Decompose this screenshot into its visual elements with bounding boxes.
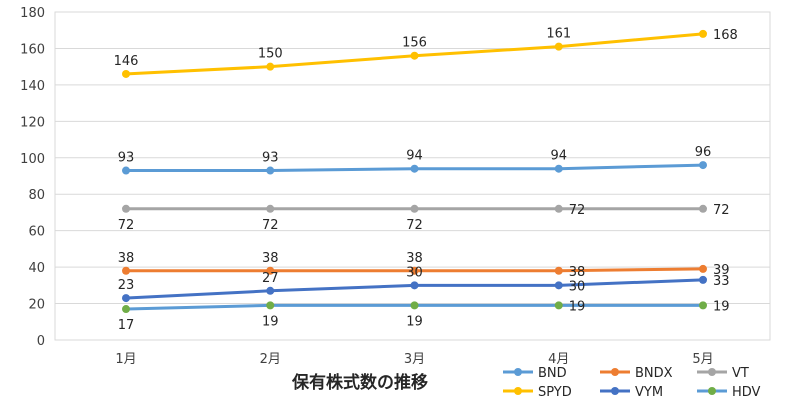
legend-label-vt: VT — [732, 366, 749, 381]
data-label-vym: 23 — [118, 278, 135, 293]
y-tick-label: 80 — [28, 188, 45, 203]
data-point-hdv — [122, 305, 130, 314]
data-point-vym — [410, 281, 419, 290]
data-point-vym — [554, 281, 563, 290]
data-point-bndx — [699, 264, 707, 273]
data-label-hdv: 19 — [262, 314, 279, 329]
data-point-bndx — [122, 266, 130, 275]
y-tick-label: 180 — [20, 6, 45, 21]
data-label-vt: 72 — [262, 218, 279, 233]
data-label-bnd: 93 — [118, 151, 135, 166]
data-point-vt — [266, 204, 275, 213]
data-point-bndx — [410, 266, 419, 275]
data-point-hdv — [410, 301, 419, 310]
legend-marker-hdv — [708, 387, 716, 395]
data-point-bnd — [554, 164, 563, 173]
legend-label-bnd: BND — [538, 366, 567, 381]
data-label-vym: 30 — [569, 279, 586, 294]
data-point-bnd — [699, 161, 707, 170]
data-point-vym — [266, 286, 275, 295]
y-axis-ticks: 0 20 40 60 80 100 120 140 160 180 — [20, 6, 45, 349]
legend-marker-vym — [611, 387, 619, 395]
data-point-vym — [122, 294, 130, 303]
data-label-vt: 72 — [569, 203, 586, 218]
data-label-bnd: 94 — [550, 149, 567, 164]
y-tick-label: 140 — [20, 79, 45, 94]
data-label-bndx: 39 — [713, 263, 730, 278]
data-label-vt: 72 — [406, 218, 423, 233]
data-label-bndx: 38 — [262, 251, 279, 266]
data-label-hdv: 19 — [713, 299, 730, 314]
data-point-spyd — [554, 42, 563, 51]
series-lines — [122, 29, 707, 314]
y-tick-label: 20 — [28, 298, 45, 313]
data-point-hdv — [554, 301, 563, 310]
y-tick-label: 160 — [20, 42, 45, 57]
x-tick-label: 5月 — [692, 352, 713, 367]
data-point-vt — [554, 204, 563, 213]
data-label-vt: 72 — [118, 218, 135, 233]
x-tick-label: 4月 — [548, 352, 569, 367]
data-label-bnd: 96 — [695, 145, 712, 160]
data-point-spyd — [122, 69, 130, 78]
data-label-bnd: 94 — [406, 149, 423, 164]
y-tick-label: 40 — [28, 261, 45, 276]
data-label-bndx: 38 — [406, 251, 423, 266]
legend-marker-bndx — [611, 368, 619, 376]
y-tick-label: 60 — [28, 225, 45, 240]
data-label-bndx: 38 — [118, 251, 135, 266]
data-point-spyd — [699, 29, 707, 38]
legend-label-hdv: HDV — [732, 385, 761, 400]
x-tick-label: 2月 — [260, 352, 281, 367]
data-point-bnd — [122, 166, 130, 175]
y-tick-label: 120 — [20, 115, 45, 130]
data-label-vym: 33 — [713, 274, 730, 289]
y-tick-label: 100 — [20, 152, 45, 167]
data-label-spyd: 150 — [258, 47, 283, 62]
plot-area-border — [54, 11, 771, 341]
data-label-spyd: 156 — [402, 36, 427, 51]
data-label-bnd: 93 — [262, 151, 279, 166]
x-axis-title: 保有株式数の推移 — [291, 372, 428, 393]
data-point-hdv — [266, 301, 275, 310]
data-point-bndx — [266, 266, 275, 275]
data-point-bndx — [554, 266, 563, 275]
data-point-spyd — [266, 62, 275, 71]
data-label-hdv: 17 — [118, 318, 135, 333]
x-axis-ticks: 1月 2月 3月 4月 5月 — [115, 352, 713, 367]
data-point-vt — [410, 204, 419, 213]
data-label-hdv: 19 — [569, 299, 586, 314]
data-label-spyd: 168 — [713, 28, 738, 43]
gridlines — [54, 11, 771, 341]
legend-label-vym: VYM — [635, 385, 663, 400]
data-label-vym: 27 — [262, 271, 279, 286]
data-point-vt — [122, 204, 130, 213]
legend-label-bndx: BNDX — [635, 366, 673, 381]
x-tick-label: 3月 — [404, 352, 425, 367]
data-point-bnd — [266, 166, 275, 175]
y-tick-label: 0 — [37, 334, 45, 349]
data-label-spyd: 146 — [114, 54, 139, 69]
data-label-bndx: 38 — [569, 265, 586, 280]
legend-marker-vt — [708, 368, 716, 376]
data-label-vym: 30 — [406, 265, 423, 280]
legend-label-spyd: SPYD — [538, 385, 572, 400]
data-label-vt: 72 — [713, 203, 730, 218]
data-point-bnd — [410, 164, 419, 173]
data-point-spyd — [410, 51, 419, 60]
data-label-hdv: 19 — [406, 314, 423, 329]
x-tick-label: 1月 — [115, 352, 136, 367]
data-point-vt — [699, 204, 707, 213]
data-point-hdv — [699, 301, 707, 310]
legend-marker-bnd — [514, 368, 522, 376]
data-label-spyd: 161 — [546, 27, 571, 42]
legend: BND BNDX VT SPYD VYM HDV — [503, 366, 761, 400]
legend-marker-spyd — [514, 387, 522, 395]
data-point-vym — [699, 275, 707, 284]
